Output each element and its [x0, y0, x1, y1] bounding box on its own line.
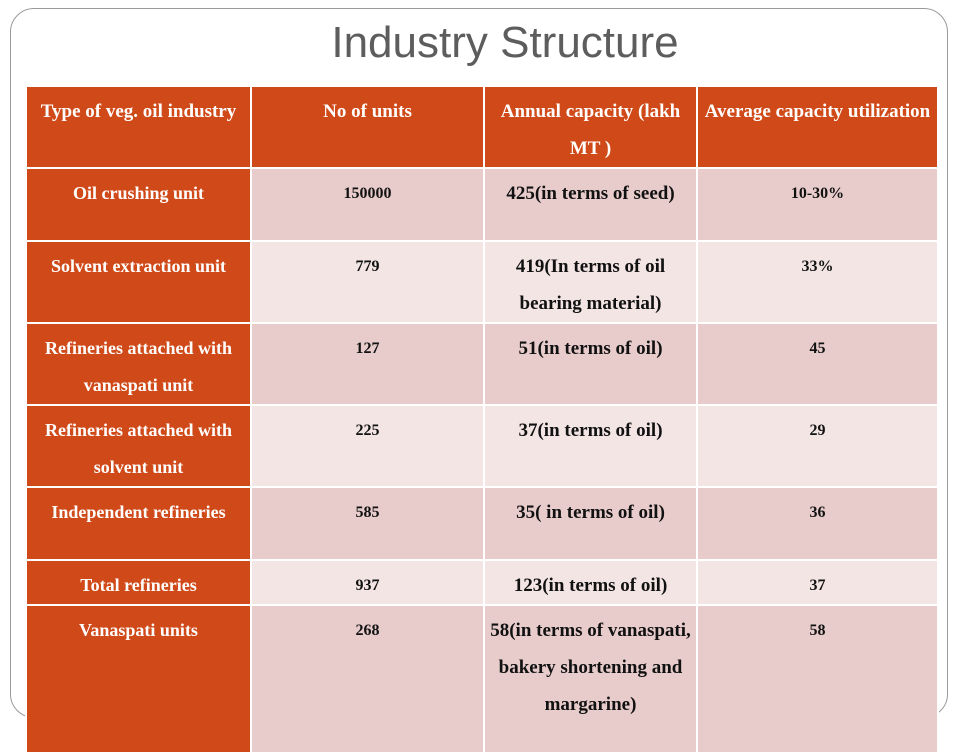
- cell-type: Vanaspati units: [25, 604, 252, 754]
- cell-type: Solvent extraction unit: [25, 240, 252, 324]
- table-row: Solvent extraction unit 779 419(In terms…: [25, 240, 939, 324]
- cell-units: 585: [250, 486, 485, 561]
- table-header-row: Type of veg. oil industry No of units An…: [25, 85, 939, 169]
- cell-capacity: 37(in terms of oil): [483, 404, 698, 488]
- cell-units: 779: [250, 240, 485, 324]
- table-row: Total refineries 937 123(in terms of oil…: [25, 559, 939, 606]
- cell-type: Independent refineries: [25, 486, 252, 561]
- cell-capacity: 58(in terms of vanaspati, bakery shorten…: [483, 604, 698, 754]
- cell-capacity: 425(in terms of seed): [483, 167, 698, 242]
- table-row: Oil crushing unit 150000 425(in terms of…: [25, 167, 939, 242]
- cell-type: Total refineries: [25, 559, 252, 606]
- cell-utilization: 29: [696, 404, 939, 488]
- slide-title: Industry Structure: [331, 18, 679, 67]
- table-row: Vanaspati units 268 58(in terms of vanas…: [25, 604, 939, 754]
- cell-units: 127: [250, 322, 485, 406]
- cell-units: 150000: [250, 167, 485, 242]
- cell-utilization: 37: [696, 559, 939, 606]
- header-capacity: Annual capacity (lakh MT ): [483, 85, 698, 169]
- table-row: Refineries attached with solvent unit 22…: [25, 404, 939, 488]
- table-row: Refineries attached with vanaspati unit …: [25, 322, 939, 406]
- cell-capacity: 419(In terms of oil bearing material): [483, 240, 698, 324]
- header-utilization: Average capacity utilization: [696, 85, 939, 169]
- cell-utilization: 33%: [696, 240, 939, 324]
- cell-units: 937: [250, 559, 485, 606]
- cell-utilization: 36: [696, 486, 939, 561]
- cell-utilization: 10-30%: [696, 167, 939, 242]
- header-units: No of units: [250, 85, 485, 169]
- cell-units: 268: [250, 604, 485, 754]
- cell-capacity: 35( in terms of oil): [483, 486, 698, 561]
- cell-type: Refineries attached with vanaspati unit: [25, 322, 252, 406]
- cell-utilization: 45: [696, 322, 939, 406]
- cell-capacity: 123(in terms of oil): [483, 559, 698, 606]
- cell-type: Refineries attached with solvent unit: [25, 404, 252, 488]
- industry-table: Type of veg. oil industry No of units An…: [25, 85, 939, 754]
- header-type: Type of veg. oil industry: [25, 85, 252, 169]
- cell-type: Oil crushing unit: [25, 167, 252, 242]
- table-row: Independent refineries 585 35( in terms …: [25, 486, 939, 561]
- cell-utilization: 58: [696, 604, 939, 754]
- cell-capacity: 51(in terms of oil): [483, 322, 698, 406]
- cell-units: 225: [250, 404, 485, 488]
